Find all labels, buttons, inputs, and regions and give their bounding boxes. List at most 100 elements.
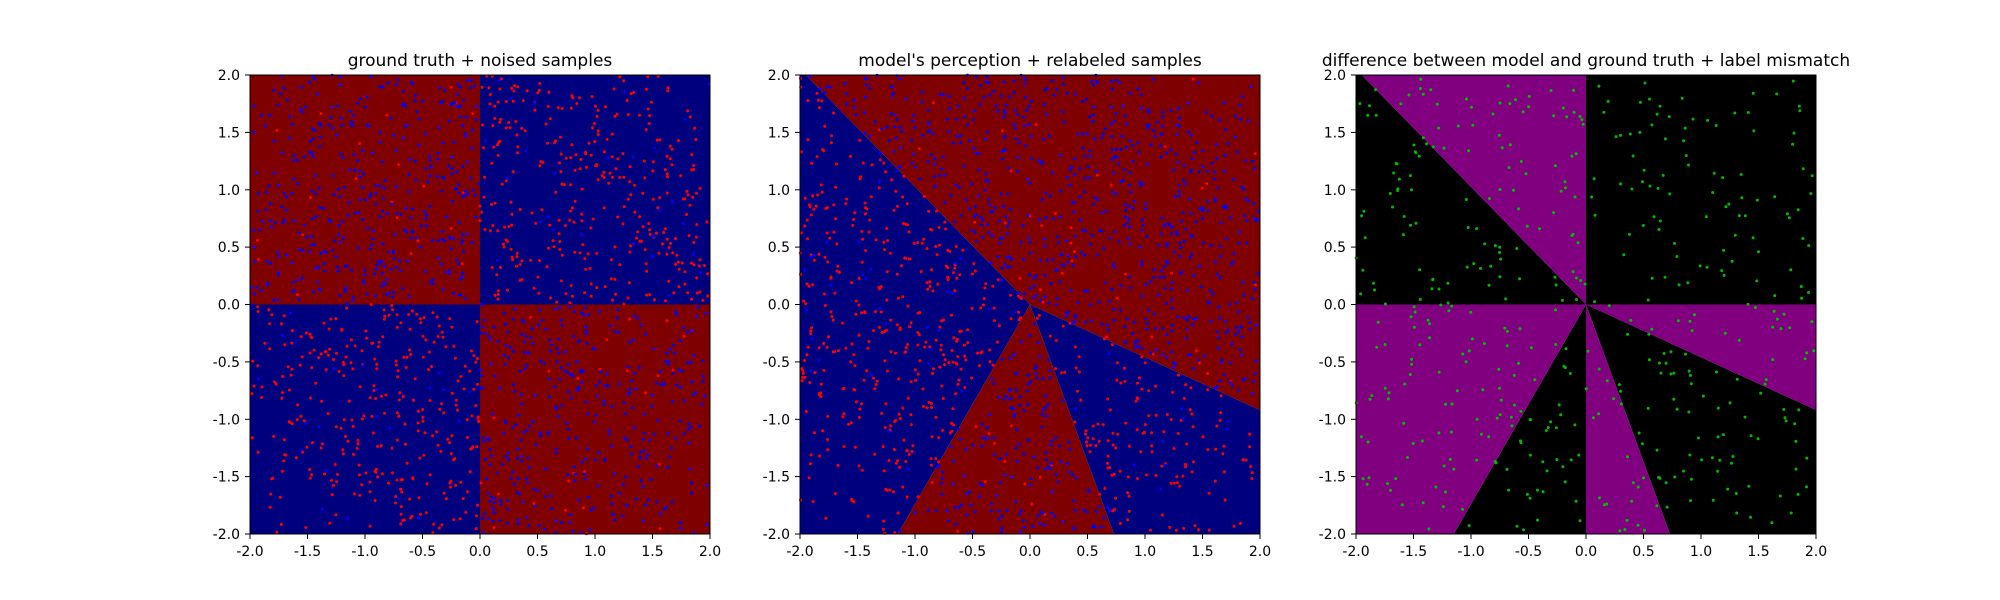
sample-point: [311, 75, 315, 79]
scatter-points: [250, 73, 711, 536]
sample-point: [1002, 204, 1006, 208]
sample-point: [1067, 440, 1071, 444]
sample-point: [1217, 118, 1221, 122]
x-tick-label: 1.0: [584, 544, 606, 560]
sample-point: [884, 322, 888, 326]
sample-point: [822, 342, 826, 345]
sample-point: [504, 99, 508, 103]
sample-point: [1218, 276, 1222, 280]
sample-point: [874, 238, 878, 242]
sample-point: [1045, 414, 1049, 418]
sample-point: [386, 81, 390, 85]
sample-point: [861, 273, 865, 277]
y-tick-label: 2.0: [1324, 68, 1346, 84]
sample-point: [1044, 191, 1048, 195]
sample-point: [352, 153, 356, 156]
sample-point: [983, 188, 987, 192]
sample-point: [1095, 173, 1099, 177]
sample-point: [909, 413, 913, 417]
sample-point: [1149, 143, 1153, 147]
sample-point: [632, 314, 636, 318]
sample-point: [272, 434, 276, 438]
sample-point: [658, 370, 662, 373]
sample-point: [978, 103, 982, 106]
sample-point: [1131, 206, 1135, 210]
sample-point: [1081, 228, 1085, 232]
x-tick-label: -1.0: [1457, 544, 1484, 560]
sample-point: [1487, 435, 1491, 439]
sample-point: [952, 423, 955, 427]
sample-point: [252, 104, 256, 108]
sample-point: [491, 519, 495, 523]
sample-point: [1048, 194, 1052, 198]
sample-point: [1147, 123, 1151, 127]
sample-point: [674, 237, 677, 240]
sample-point: [326, 412, 330, 416]
sample-point: [949, 313, 953, 317]
sample-point: [538, 431, 542, 435]
sample-point: [946, 275, 950, 279]
sample-point: [945, 290, 949, 294]
sample-point: [929, 402, 933, 405]
sample-point: [1783, 416, 1787, 420]
sample-point: [1444, 402, 1448, 406]
sample-point: [1014, 137, 1018, 141]
sample-point: [501, 431, 505, 435]
sample-point: [286, 98, 289, 102]
sample-point: [1114, 78, 1118, 82]
sample-point: [864, 276, 868, 280]
sample-point: [1151, 129, 1155, 132]
sample-point: [608, 324, 612, 328]
sample-point: [697, 264, 701, 268]
sample-point: [1434, 485, 1438, 489]
sample-point: [1088, 303, 1092, 307]
sample-point: [461, 250, 465, 254]
sample-point: [576, 376, 580, 380]
sample-point: [658, 512, 662, 516]
sample-point: [1073, 345, 1077, 349]
sample-point: [979, 351, 983, 355]
sample-point: [394, 363, 398, 367]
sample-point: [1648, 97, 1651, 101]
sample-point: [358, 142, 362, 145]
sample-point: [863, 95, 867, 99]
sample-point: [1237, 310, 1240, 314]
sample-point: [1248, 328, 1252, 331]
sample-point: [587, 141, 591, 145]
sample-point: [1177, 194, 1181, 198]
sample-point: [672, 291, 676, 295]
sample-point: [395, 438, 399, 442]
sample-point: [295, 418, 299, 422]
sample-point: [627, 340, 631, 344]
sample-point: [1038, 258, 1042, 262]
sample-point: [1095, 80, 1099, 83]
sample-point: [1097, 439, 1101, 443]
sample-point: [992, 89, 996, 93]
sample-point: [500, 182, 504, 186]
sample-point: [569, 156, 573, 160]
sample-point: [605, 338, 609, 342]
sample-point: [1129, 286, 1132, 290]
x-tick-label: -2.0: [1342, 544, 1369, 560]
sample-point: [1729, 461, 1733, 465]
sample-point: [368, 524, 372, 528]
sample-point: [1235, 326, 1239, 330]
sample-point: [330, 105, 334, 109]
sample-point: [581, 506, 585, 510]
sample-point: [305, 235, 309, 239]
sample-point: [1007, 220, 1011, 224]
sample-point: [625, 99, 629, 102]
sample-point: [1175, 481, 1179, 485]
sample-point: [695, 223, 699, 226]
sample-point: [1145, 327, 1148, 331]
sample-point: [256, 377, 260, 381]
sample-point: [1137, 345, 1141, 349]
sample-point: [1210, 114, 1214, 118]
sample-point: [343, 289, 347, 293]
sample-point: [442, 388, 445, 392]
sample-point: [572, 465, 576, 469]
sample-point: [1568, 372, 1572, 375]
x-tick-label: 0.5: [1632, 544, 1654, 560]
sample-point: [461, 232, 465, 236]
sample-point: [368, 396, 372, 400]
